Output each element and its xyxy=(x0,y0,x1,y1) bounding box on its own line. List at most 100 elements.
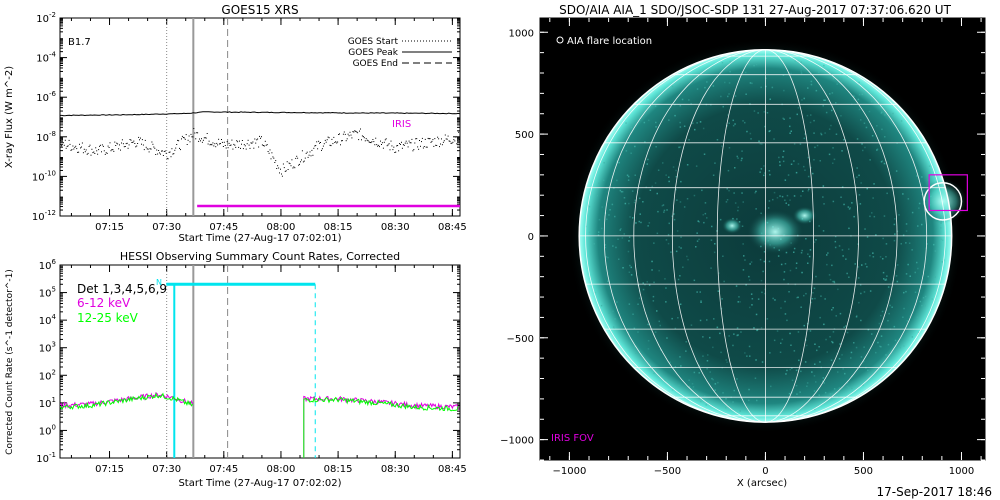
goes-series-short-point xyxy=(116,142,118,144)
aia-disk-texture xyxy=(883,162,886,165)
aia-disk-texture xyxy=(712,85,715,87)
aia-disk-texture xyxy=(699,121,702,123)
aia-disk-texture xyxy=(666,337,668,339)
aia-disk-texture xyxy=(813,375,816,377)
aia-disk-texture xyxy=(820,295,822,297)
goes-series-short-point xyxy=(345,140,347,142)
goes-series-short-point xyxy=(379,146,380,148)
goes-series-short-point xyxy=(401,147,403,149)
goes-series-short-point xyxy=(419,140,420,141)
goes-series-short-point xyxy=(208,140,210,142)
goes-series-short-point xyxy=(355,130,357,132)
aia-disk-texture xyxy=(813,287,816,290)
goes-series-short-point xyxy=(394,152,396,153)
aia-disk-texture xyxy=(729,60,731,63)
goes-series-short-point xyxy=(348,135,350,137)
goes-series-short-point xyxy=(170,156,172,158)
goes-series-short-point xyxy=(63,144,65,146)
goes-series-short-point xyxy=(137,143,139,144)
aia-disk-texture xyxy=(672,166,675,168)
aia-disk-texture xyxy=(807,175,810,178)
aia-disk-texture xyxy=(695,165,698,167)
goes-series-short-point xyxy=(429,138,431,140)
aia-disk-texture xyxy=(835,102,837,104)
goes-series-short-point xyxy=(380,140,381,142)
goes-series-short-point xyxy=(90,154,92,156)
goes-series-short-point xyxy=(305,152,307,154)
aia-disk-texture xyxy=(671,317,673,320)
aia-disk-texture xyxy=(837,288,839,291)
aia-disk-texture xyxy=(758,140,760,142)
aia-disk-texture xyxy=(856,167,858,169)
goes-series-short-point xyxy=(62,142,64,144)
aia-disk-texture xyxy=(594,202,596,204)
aia-disk-texture xyxy=(823,64,825,67)
aia-disk-texture xyxy=(740,331,742,333)
aia-disk-texture xyxy=(831,280,834,283)
aia-disk-texture xyxy=(858,194,861,196)
goes-series-short-point xyxy=(299,163,300,165)
aia-disk-texture xyxy=(820,132,822,135)
goes-series-short-point xyxy=(408,140,410,142)
aia-disk-texture xyxy=(598,182,600,184)
goes-ytick-label: 10-4 xyxy=(36,51,56,65)
goes-series-short-point xyxy=(264,140,266,142)
aia-disk-texture xyxy=(647,158,649,161)
aia-disk-texture xyxy=(671,85,674,88)
goes-series-short-point xyxy=(227,147,229,149)
goes-series-short-point xyxy=(258,146,260,148)
hessi-ytick-label: 101 xyxy=(39,396,56,410)
aia-disk-texture xyxy=(678,246,680,248)
aia-disk-texture xyxy=(838,358,841,360)
aia-disk-texture xyxy=(797,107,800,109)
aia-disk-texture xyxy=(830,124,832,127)
aia-disk-texture xyxy=(793,247,796,250)
goes-series-short-point xyxy=(270,158,272,160)
aia-disk-texture xyxy=(596,194,598,197)
aia-disk-texture xyxy=(818,71,820,73)
goes-series-short-point xyxy=(297,157,299,159)
aia-disk-texture xyxy=(838,387,841,389)
aia-disk-texture xyxy=(841,249,844,251)
aia-disk-texture xyxy=(780,307,782,309)
aia-disk-texture xyxy=(704,202,707,204)
aia-disk-texture xyxy=(813,390,816,392)
aia-disk-texture xyxy=(760,168,763,170)
aia-disk-texture xyxy=(819,361,821,363)
aia-disk-texture xyxy=(846,331,849,334)
aia-disk-texture xyxy=(822,105,824,107)
aia-disk-texture xyxy=(836,83,838,85)
goes-series-short-point xyxy=(244,145,246,147)
aia-disk-texture xyxy=(881,111,883,113)
goes-series-short-point xyxy=(96,150,98,152)
aia-disk-texture xyxy=(783,278,785,281)
goes-series-short-point xyxy=(374,144,376,146)
aia-disk-texture xyxy=(865,126,868,129)
aia-disk-texture xyxy=(696,232,698,234)
aia-disk-texture xyxy=(831,393,833,395)
aia-disk-texture xyxy=(653,372,655,375)
goes-series-short-point xyxy=(441,144,443,146)
aia-disk-texture xyxy=(619,189,622,192)
aia-disk-texture xyxy=(599,287,602,289)
goes-series-short-point xyxy=(84,151,86,153)
goes-xtick-label: 08:00 xyxy=(267,222,296,233)
aia-disk-texture xyxy=(859,284,862,286)
aia-disk-texture xyxy=(635,222,637,224)
aia-disk-texture xyxy=(696,291,698,293)
goes-series-short-point xyxy=(317,148,319,150)
goes-series-short-point xyxy=(72,145,74,147)
aia-disk-texture xyxy=(714,389,716,391)
aia-disk-texture xyxy=(744,352,746,354)
goes-series-short-point xyxy=(315,145,317,146)
aia-disk-texture xyxy=(807,262,809,264)
goes-series-short-point xyxy=(263,145,265,147)
goes-series-short-point xyxy=(108,147,110,148)
aia-disk-texture xyxy=(739,301,741,303)
aia-disk-texture xyxy=(698,238,700,241)
aia-disk-texture xyxy=(678,384,680,387)
goes-series-short-point xyxy=(219,143,220,145)
aia-disk-texture xyxy=(855,346,858,349)
aia-disk-texture xyxy=(704,212,707,215)
aia-disk-texture xyxy=(676,230,679,232)
